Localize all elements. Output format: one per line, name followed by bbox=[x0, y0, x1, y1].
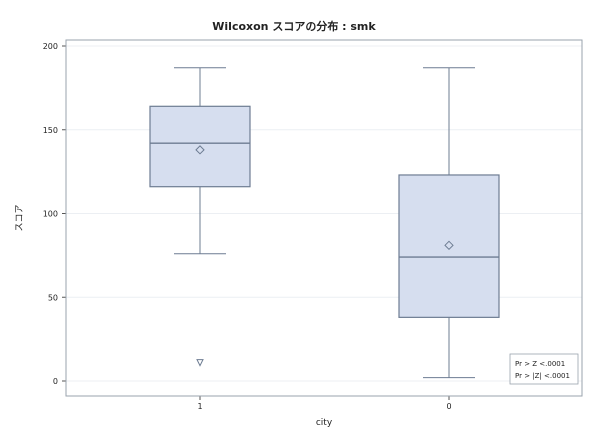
y-axis-label: スコア bbox=[15, 204, 25, 231]
outlier-point bbox=[196, 359, 204, 367]
axes: 0 50 100 150 200 1 0 bbox=[43, 42, 452, 411]
inset-line-2: Pr > |Z| <.0001 bbox=[515, 372, 570, 380]
x-tick-label-1: 1 bbox=[197, 402, 202, 411]
chart-title: Wilcoxon スコアの分布 : smk bbox=[212, 19, 376, 33]
mean-marker bbox=[195, 145, 205, 155]
box-group bbox=[149, 67, 500, 379]
inset-legend: Pr > Z <.0001 Pr > |Z| <.0001 bbox=[509, 353, 579, 385]
inset-legend-box bbox=[509, 353, 579, 385]
x-tick-label-0: 0 bbox=[446, 402, 451, 411]
x-axis-label: city bbox=[316, 418, 333, 428]
iqr-box bbox=[149, 105, 251, 188]
y-tick-label-200: 200 bbox=[43, 42, 58, 51]
box-0 bbox=[398, 67, 500, 379]
plot-frame bbox=[65, 39, 583, 397]
y-tick-label-50: 50 bbox=[48, 293, 58, 302]
iqr-box bbox=[398, 174, 500, 318]
y-tick-label-100: 100 bbox=[43, 210, 58, 219]
inset-line-1: Pr > Z <.0001 bbox=[515, 360, 565, 368]
y-tick-label-150: 150 bbox=[43, 126, 58, 135]
box-1 bbox=[149, 67, 251, 367]
mean-marker bbox=[444, 240, 454, 251]
y-tick-label-0: 0 bbox=[53, 377, 58, 386]
